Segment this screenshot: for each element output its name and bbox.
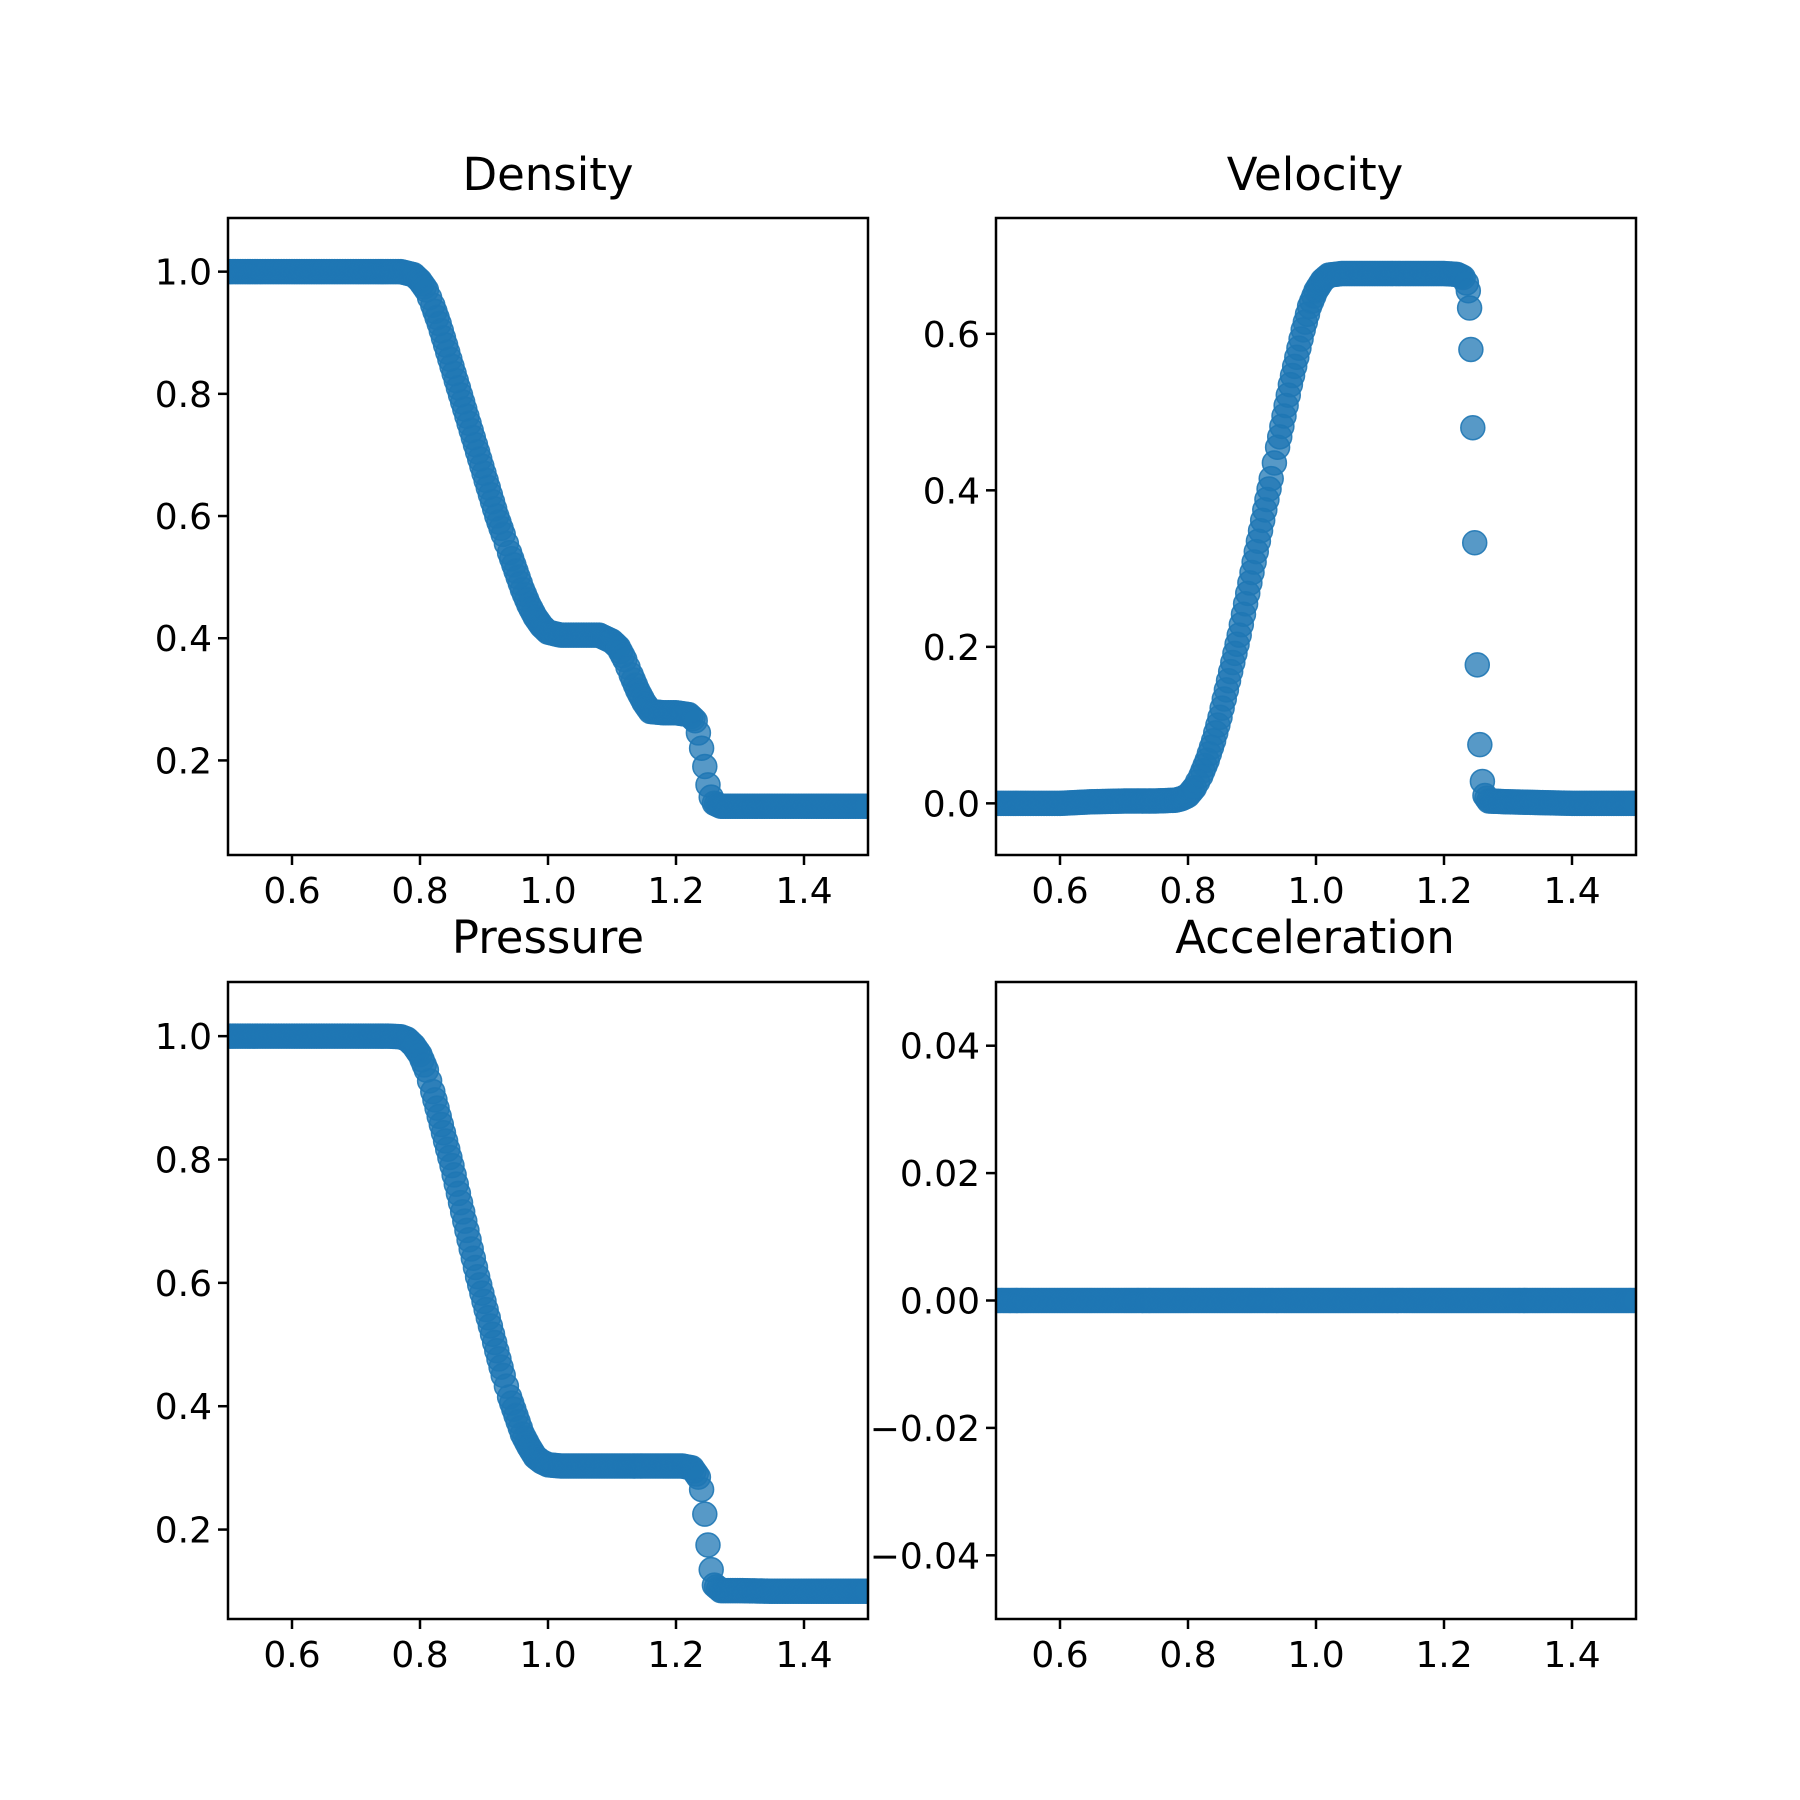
velocity-ytick-label: 0.0 (923, 784, 980, 825)
velocity-xtick-label: 0.6 (1031, 871, 1088, 912)
acceleration-ytick-label: −0.04 (870, 1536, 980, 1577)
density-y-axis: 0.2 0.4 0.6 0.8 1.0 (155, 253, 228, 782)
pressure-xtick-label: 1.2 (647, 1635, 704, 1676)
density-ytick-label: 0.8 (155, 375, 212, 416)
pressure-point (688, 1476, 715, 1503)
pressure-xtick-label: 0.8 (391, 1635, 448, 1676)
velocity-point (1623, 790, 1636, 817)
density-ytick-label: 0.4 (155, 619, 212, 660)
pressure-xtick-label: 1.0 (519, 1635, 576, 1676)
density-xtick-label: 1.4 (775, 871, 832, 912)
velocity-x-axis: 0.6 0.8 1.0 1.2 1.4 (1031, 855, 1601, 912)
acceleration-ytick-label: 0.04 (900, 1027, 980, 1068)
panel-density: Density 0.6 0.8 1.0 1.2 1.4 0.2 0.4 0.6 0.8 1.0 (155, 148, 870, 912)
density-xtick-label: 1.2 (647, 871, 704, 912)
acceleration-xtick-label: 1.0 (1287, 1635, 1344, 1676)
density-xtick-label: 1.0 (519, 871, 576, 912)
velocity-xtick-label: 1.4 (1543, 871, 1600, 912)
pressure-ytick-label: 1.0 (155, 1017, 212, 1058)
density-plot-area (228, 258, 868, 819)
pressure-ytick-label: 0.4 (155, 1387, 212, 1428)
pressure-point (692, 1501, 718, 1527)
velocity-y-axis: 0.0 0.2 0.4 0.6 (923, 315, 996, 825)
density-point (855, 793, 868, 819)
velocity-point (1467, 731, 1493, 758)
velocity-xtick-label: 1.0 (1287, 871, 1344, 912)
acceleration-y-axis: −0.04 −0.02 0.00 0.02 0.04 (870, 1027, 996, 1577)
pressure-plot-area (228, 1023, 868, 1604)
panel-pressure: Pressure 0.6 0.8 1.0 1.2 1.4 0.2 0.4 0.6 0.8 1.0 (155, 911, 870, 1676)
pressure-point (695, 1532, 721, 1558)
velocity-xtick-label: 0.8 (1159, 871, 1216, 912)
acceleration-x-axis: 0.6 0.8 1.0 1.2 1.4 (1031, 1619, 1601, 1676)
density-ytick-label: 1.0 (155, 253, 212, 294)
panel-acceleration: Acceleration 0.6 0.8 1.0 1.2 1.4 −0.04 −0.02 0… (870, 911, 1638, 1676)
pressure-xtick-label: 1.4 (775, 1635, 832, 1676)
acceleration-xtick-label: 1.2 (1415, 1635, 1472, 1676)
velocity-ytick-label: 0.4 (923, 471, 980, 512)
velocity-ytick-label: 0.6 (923, 315, 980, 356)
pressure-x-axis: 0.6 0.8 1.0 1.2 1.4 (263, 1619, 833, 1676)
density-xtick-label: 0.6 (263, 871, 320, 912)
acceleration-xtick-label: 1.4 (1543, 1635, 1600, 1676)
panel-velocity: Velocity 0.6 0.8 1.0 1.2 1.4 0.0 0.2 0.4 0.6 (923, 148, 1638, 912)
velocity-ytick-label: 0.2 (923, 628, 980, 669)
velocity-point (1464, 652, 1491, 678)
velocity-xtick-label: 1.2 (1415, 871, 1472, 912)
density-ytick-label: 0.2 (155, 741, 212, 782)
pressure-point (855, 1578, 868, 1604)
acceleration-ytick-label: 0.02 (900, 1154, 980, 1195)
pressure-ytick-label: 0.8 (155, 1141, 212, 1182)
acceleration-title: Acceleration (1175, 911, 1455, 964)
pressure-xtick-label: 0.6 (263, 1635, 320, 1676)
acceleration-ytick-label: −0.02 (870, 1409, 980, 1450)
density-title: Density (462, 148, 633, 201)
density-x-axis: 0.6 0.8 1.0 1.2 1.4 (263, 855, 833, 912)
pressure-y-axis: 0.2 0.4 0.6 0.8 1.0 (155, 1017, 228, 1552)
velocity-plot-area (996, 260, 1636, 817)
velocity-point (1456, 295, 1483, 321)
density-ytick-label: 0.6 (155, 497, 212, 538)
pressure-ytick-label: 0.6 (155, 1264, 212, 1305)
acceleration-plot-area (996, 1287, 1636, 1314)
acceleration-point (1623, 1287, 1636, 1314)
pressure-ytick-label: 0.2 (155, 1511, 212, 1552)
density-xtick-label: 0.8 (391, 871, 448, 912)
velocity-point (1461, 530, 1488, 556)
velocity-title: Velocity (1227, 148, 1404, 201)
acceleration-ytick-label: 0.00 (900, 1282, 980, 1323)
pressure-title: Pressure (452, 911, 644, 964)
acceleration-xtick-label: 0.6 (1031, 1635, 1088, 1676)
velocity-point (1458, 336, 1484, 363)
velocity-point (1460, 414, 1486, 441)
acceleration-xtick-label: 0.8 (1159, 1635, 1216, 1676)
